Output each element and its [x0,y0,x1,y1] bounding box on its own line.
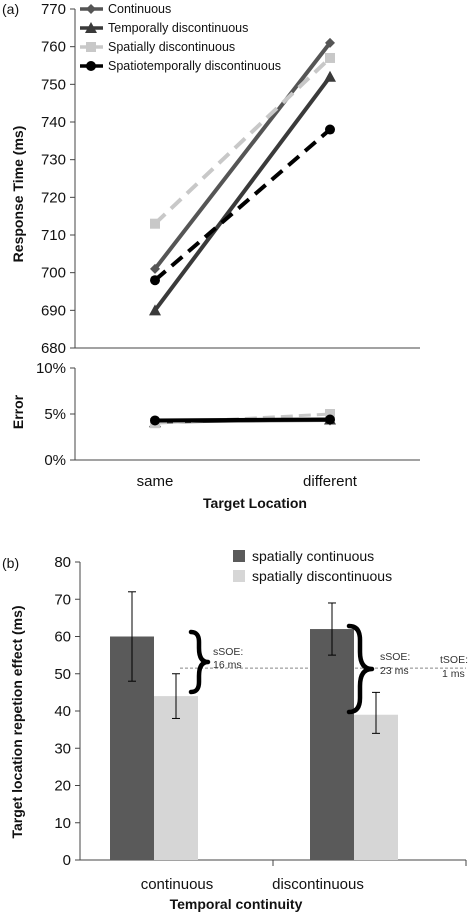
rt-series-line [153,56,332,226]
tsoe-value: 1 ms [442,668,465,680]
legend-a-swatch-marker [86,61,96,71]
legend-a-label: Spatially discontinuous [108,40,235,54]
bar-tick-label: 60 [54,629,71,646]
legend-b-label: spatially discontinuous [252,568,392,584]
rt-point [325,37,335,48]
response-time-y-label: Response Time (ms) [10,126,26,263]
rt-series-line [153,41,332,271]
bar-tick-label: 80 [54,554,71,571]
bar-y-label: Target location repetion effect (ms) [9,605,25,838]
panel-b-category-label: discontinuous [272,876,364,893]
err-tick-label: 5% [44,406,66,423]
legend-panel-b: spatially continuous spatially discontinu… [233,548,392,584]
rt-tick-label: 720 [41,189,66,206]
panel-a-category-label: same [137,473,174,490]
panel-b-x-label: Temporal continuity [170,896,303,912]
bar-plot: 0 10 20 30 40 50 60 70 80 Target location repeti… [9,554,467,869]
err-tick-label: 0% [44,452,66,469]
rt-point [150,275,160,286]
legend-panel-a: Continuous Temporally discontinuous Spatia… [80,2,281,73]
ssoe-value-1: 16 ms [213,659,242,671]
bar-tick-label: 20 [54,778,71,795]
panel-b-label: (b) [2,555,19,571]
rt-point [150,263,160,274]
legend-b-swatch [233,570,245,582]
ssoe-label-1: sSOE: [213,646,243,658]
rt-tick-label: 690 [41,302,66,319]
legend-a-label: Spatiotemporally discontinuous [108,59,281,73]
err-series-line [154,417,331,423]
rt-tick-label: 760 [41,39,66,56]
legend-b-label: spatially continuous [252,548,374,564]
err-tick-label: 10% [36,360,66,377]
legend-b-swatch [233,550,245,562]
rt-series-line [153,75,332,312]
response-time-plot: 680 690 700 710 720 730 740 750 760 770 Response … [10,1,420,357]
rt-point [149,304,161,316]
legend-a-swatch-marker [86,42,96,52]
rt-point [324,70,336,82]
err-point [325,409,335,419]
bar-tick-label: 0 [63,852,71,869]
bar [354,714,398,860]
rt-tick-label: 680 [41,340,66,357]
rt-tick-label: 740 [41,114,66,131]
rt-point [325,124,335,135]
brace-continuous [188,629,211,695]
ssoe-label-2: sSOE: [380,651,410,663]
brace-discontinuous [346,623,375,715]
bar-tick-label: 70 [54,591,71,608]
bar-tick-label: 10 [54,815,71,832]
panel-a-label: (a) [2,1,19,17]
annotation-braces [188,623,375,715]
rt-point [150,218,160,229]
panel-b-category-label: continuous [141,876,214,893]
bar-tick-label: 30 [54,740,71,757]
legend-a-swatch-marker [85,22,97,33]
bar-tick-label: 40 [54,703,71,720]
error-plot: 0% 5% 10% Error [10,360,420,469]
rt-tick-label: 770 [41,1,66,18]
rt-tick-label: 700 [41,265,66,282]
tsoe-label: tSOE: [440,654,468,666]
rt-tick-label: 710 [41,227,66,244]
err-point [325,414,335,425]
legend-a-label: Continuous [108,2,171,16]
rt-tick-label: 750 [41,76,66,93]
legend-a-swatch-marker [86,4,96,14]
bar [154,696,198,860]
bar-tick-label: 50 [54,666,71,683]
err-point [150,415,160,426]
rt-point [325,52,335,63]
panel-a-x-label: Target Location [203,495,307,511]
panel-a-category-label: different [303,473,358,490]
legend-a-label: Temporally discontinuous [108,21,248,35]
rt-tick-label: 730 [41,152,66,169]
rt-series-line [153,128,332,282]
bar [310,629,354,860]
error-y-label: Error [10,394,26,429]
ssoe-value-2: 23 ms [380,665,409,677]
